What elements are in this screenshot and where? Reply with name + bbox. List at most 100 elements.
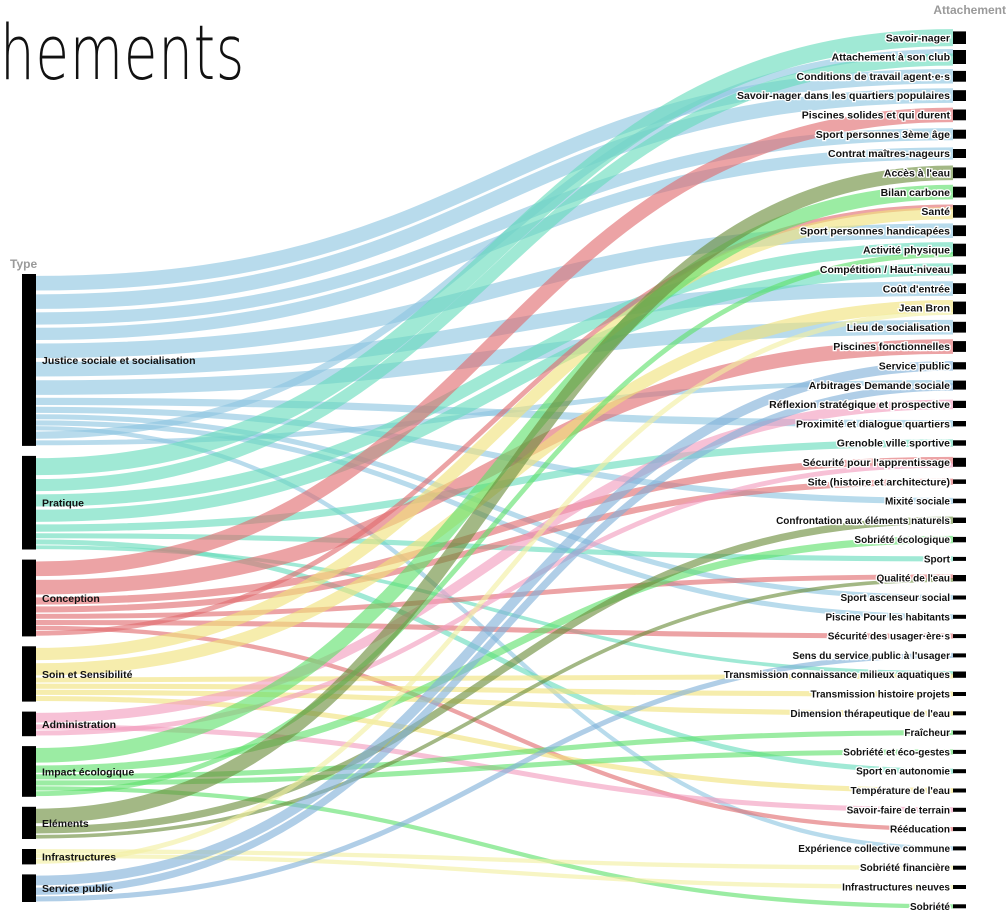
target-node-label: Mixité sociale: [885, 497, 950, 508]
target-node-bar: [953, 846, 966, 851]
sankey-link: [35, 853, 954, 890]
source-node-label: Pratique: [42, 498, 84, 510]
target-node-label: Sport personnes handicapées: [800, 225, 950, 237]
target-node-layer: Savoir-nager Attachement à son club Condit…: [722, 31, 966, 914]
target-node-bar: [953, 788, 966, 793]
target-node-label: Lieu de socialisation: [847, 322, 950, 334]
source-node-label: Justice sociale et socialisation: [42, 355, 196, 367]
target-node-bar: [953, 283, 966, 294]
source-node-label: Conception: [42, 593, 100, 605]
target-node-bar: [953, 50, 966, 64]
target-node-label: Bilan carbone: [881, 187, 951, 199]
target-node-label: Jean Bron: [899, 303, 950, 315]
target-node-label: Site (histoire et architecture): [808, 476, 950, 488]
target-node-label: Piscine Pour les habitants: [826, 612, 951, 623]
source-node-bar: [22, 455, 36, 550]
target-node-label: Sobriété et éco-gestes: [843, 747, 950, 758]
target-node-bar: [953, 749, 966, 754]
target-node-bar: [953, 517, 966, 523]
sankey-link: [35, 107, 954, 577]
target-node-bar: [953, 70, 966, 82]
target-node-bar: [953, 149, 966, 158]
target-node-bar: [953, 457, 966, 467]
target-node-label: Confrontation aux éléments naturels: [776, 516, 950, 527]
target-node-label: Compétition / Haut-niveau: [820, 264, 950, 276]
sankey-link: [35, 399, 954, 723]
sankey-link: [35, 242, 954, 507]
source-node-label: Service public: [42, 883, 113, 895]
target-node-label: Sport personnes 3ème âge: [816, 129, 950, 141]
target-node-bar: [953, 321, 966, 333]
target-node-bar: [953, 769, 966, 774]
sankey-link: [35, 683, 954, 697]
target-node-label: Fraîcheur: [904, 728, 950, 739]
target-node-bar: [953, 653, 966, 658]
target-node-label: Sport en autonomie: [856, 767, 950, 778]
target-node-bar: [953, 400, 966, 408]
link-layer: [35, 29, 954, 909]
target-node-label: Sport ascenseur social: [841, 593, 951, 604]
target-node-bar: [953, 225, 966, 237]
source-node-bar: [22, 646, 36, 702]
target-node-bar: [953, 440, 966, 446]
target-node-label: Sécurité des usager·ère·s: [828, 632, 951, 643]
page-title: hements: [0, 8, 246, 97]
sankey-link: [35, 383, 954, 895]
target-node-bar: [953, 380, 966, 390]
target-node-label: Piscines fonctionnelles: [833, 341, 950, 353]
target-node-label: Sport: [924, 554, 951, 565]
target-node-bar: [953, 421, 966, 427]
target-node-bar: [953, 807, 966, 812]
target-node-label: Sens du service public à l'usager: [793, 651, 951, 662]
target-node-label: Qualité de l'eau: [876, 574, 950, 585]
target-node-label: Piscines solides et qui durent: [802, 110, 951, 122]
target-node-label: Proximité et dialogue quartiers: [796, 418, 950, 430]
sankey-link: [35, 625, 954, 832]
sankey-link: [35, 165, 954, 824]
target-node-label: Santé: [921, 206, 950, 218]
target-node-bar: [953, 479, 966, 484]
source-node-label: Administration: [42, 719, 116, 731]
sankey-link: [35, 281, 954, 377]
source-node-bar: [22, 806, 36, 839]
target-node-bar: [953, 711, 966, 716]
target-node-bar: [953, 498, 966, 504]
target-node-label: Contrat maîtres-nageurs: [828, 148, 950, 160]
source-node-bar: [22, 711, 36, 737]
target-node-label: Accès à l'eau: [884, 168, 950, 180]
target-node-label: Infrastructures neuves: [842, 883, 950, 894]
sankey-link: [35, 207, 954, 661]
target-node-bar: [953, 31, 966, 44]
target-node-bar: [953, 301, 966, 315]
target-node-label: Expérience collective commune: [798, 844, 950, 855]
target-node-label: Transmission connaissance milieux aquati…: [724, 670, 951, 681]
sankey-link: [35, 545, 954, 675]
target-node-bar: [953, 186, 966, 198]
target-node-bar: [953, 827, 966, 832]
sankey-link: [35, 414, 954, 601]
target-node-bar: [953, 167, 966, 179]
target-node-bar: [953, 575, 966, 582]
target-node-label: Activité physique: [863, 245, 950, 257]
target-node-bar: [953, 536, 966, 543]
target-node-bar: [953, 730, 966, 735]
target-node-bar: [953, 885, 966, 889]
sankey-link: [35, 360, 954, 886]
target-node-bar: [953, 90, 966, 101]
source-node-bar: [22, 849, 36, 865]
target-node-bar: [953, 865, 966, 870]
sankey-link: [35, 456, 954, 605]
source-node-label: Infrastructures: [42, 852, 116, 864]
sankey-link: [35, 689, 954, 716]
target-node-label: Réflexion stratégique et prospective: [769, 399, 950, 411]
sankey-link: [35, 578, 954, 839]
target-node-bar: [953, 362, 966, 370]
target-node-bar: [953, 341, 966, 352]
target-node-label: Sobriété financière: [860, 863, 950, 874]
target-node-label: Transmission histoire projets: [811, 690, 951, 701]
sankey-link: [35, 535, 954, 773]
source-node-layer: Justice sociale et socialisation Pratique…: [22, 274, 196, 902]
target-node-bar: [953, 634, 966, 639]
target-node-bar: [953, 243, 966, 257]
